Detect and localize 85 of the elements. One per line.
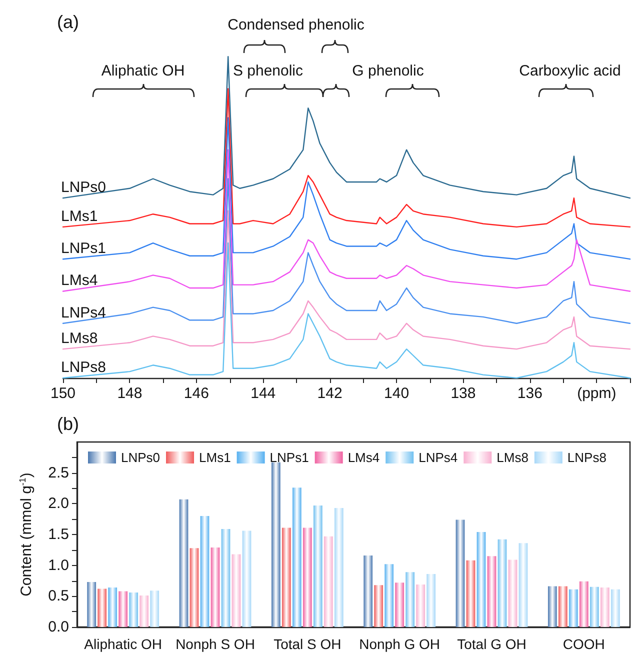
bar bbox=[548, 586, 557, 627]
legend-label: LNPs0 bbox=[121, 450, 160, 465]
bar bbox=[140, 596, 149, 627]
bar bbox=[384, 564, 394, 627]
x-tick-label: 140 bbox=[384, 385, 410, 402]
bar bbox=[129, 592, 138, 627]
series-label: LMs4 bbox=[61, 272, 98, 290]
bar bbox=[282, 528, 291, 627]
bar bbox=[406, 572, 415, 627]
bar bbox=[190, 548, 199, 627]
bar bbox=[292, 488, 302, 627]
series-label: LNPs1 bbox=[61, 240, 106, 258]
bar bbox=[590, 586, 599, 627]
bar bbox=[232, 554, 241, 627]
x-tick-label: Total G OH bbox=[457, 636, 526, 652]
bar bbox=[456, 520, 465, 627]
bar bbox=[302, 528, 312, 627]
bar bbox=[221, 528, 230, 627]
y-tick-label: 0.5 bbox=[48, 588, 69, 605]
annotation: Aliphatic OH bbox=[101, 62, 185, 80]
x-tick-label: 150 bbox=[50, 385, 76, 402]
series-label: LMs1 bbox=[61, 208, 98, 225]
bar bbox=[98, 588, 107, 627]
x-tick-label: 144 bbox=[250, 385, 276, 402]
bar bbox=[374, 585, 384, 627]
bar bbox=[179, 499, 188, 627]
bar bbox=[395, 582, 404, 627]
y-tick-label: 2.0 bbox=[48, 495, 69, 512]
x-tick-label: Nonph G OH bbox=[359, 636, 440, 652]
bar bbox=[466, 560, 476, 627]
bar bbox=[610, 589, 620, 627]
chart-title: (b) bbox=[57, 414, 79, 434]
bar bbox=[210, 547, 220, 627]
y-tick-label: 0.0 bbox=[48, 618, 69, 636]
bar bbox=[498, 539, 507, 627]
bar bbox=[600, 588, 610, 627]
annotation: Carboxylic acid bbox=[519, 62, 621, 80]
bar bbox=[324, 536, 333, 627]
bar bbox=[518, 543, 528, 627]
bar bbox=[108, 588, 118, 627]
y-tick-label: 1.5 bbox=[48, 526, 69, 543]
bar bbox=[558, 586, 568, 627]
text: Condensed phenolic bbox=[228, 16, 365, 34]
bar bbox=[242, 530, 252, 627]
bar bbox=[150, 590, 160, 627]
bar bbox=[508, 560, 518, 627]
bar bbox=[313, 506, 322, 627]
x-tick-label: 146 bbox=[184, 385, 209, 402]
legend-label: LNPs1 bbox=[270, 450, 309, 465]
x-tick-label: Nonph S OH bbox=[176, 636, 255, 652]
x-tick-label: 142 bbox=[317, 385, 342, 402]
bar bbox=[87, 582, 96, 627]
y-tick-label: 2.5 bbox=[48, 464, 69, 482]
legend-label: LMs4 bbox=[348, 450, 380, 465]
x-tick-label: 136 bbox=[517, 385, 542, 402]
x-tick-label: 138 bbox=[450, 385, 476, 402]
bar bbox=[487, 556, 496, 627]
series-label: LMs8 bbox=[61, 330, 98, 348]
x-tick-label: Aliphatic OH bbox=[84, 636, 162, 652]
x-tick-label: COOH bbox=[562, 636, 605, 652]
annotation: G phenolic bbox=[352, 62, 424, 80]
bar bbox=[364, 555, 373, 627]
bar bbox=[568, 589, 578, 627]
x-tick-label: (ppm) bbox=[577, 385, 616, 402]
bar bbox=[579, 581, 588, 627]
legend-label: LMs8 bbox=[496, 450, 528, 465]
chart-title: (a) bbox=[57, 12, 79, 32]
bar bbox=[200, 516, 210, 627]
bar bbox=[476, 532, 486, 627]
y-tick-label: 1.0 bbox=[48, 556, 69, 574]
series-label: LNPs8 bbox=[61, 359, 106, 376]
legend-label: LMs1 bbox=[199, 450, 231, 465]
annotation: S phenolic bbox=[232, 62, 304, 80]
bar bbox=[118, 591, 128, 627]
x-tick-label: 148 bbox=[117, 385, 142, 402]
series-label: LNPs4 bbox=[61, 304, 106, 322]
bar bbox=[416, 584, 426, 627]
y-axis-title: Content (mmol g-1) bbox=[18, 472, 35, 596]
legend-label: LNPs4 bbox=[418, 450, 458, 465]
bar bbox=[334, 508, 344, 627]
bar bbox=[426, 574, 436, 627]
series-label: LNPs0 bbox=[61, 179, 106, 196]
bar bbox=[271, 462, 280, 627]
x-tick-label: Total S OH bbox=[274, 636, 342, 652]
legend-label: LNPs8 bbox=[567, 450, 606, 465]
